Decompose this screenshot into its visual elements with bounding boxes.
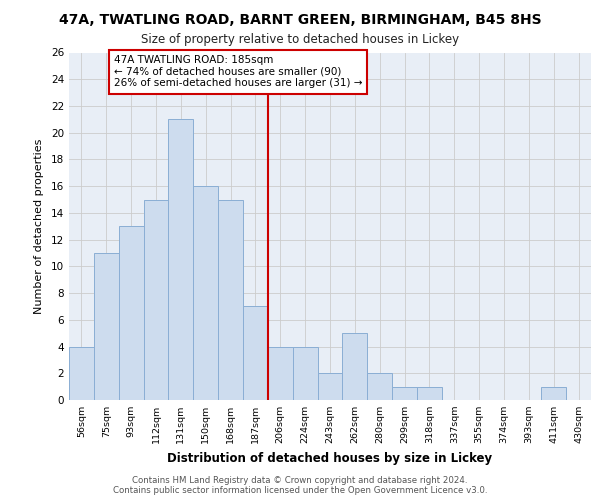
- Bar: [367, 374, 392, 400]
- Bar: [392, 386, 417, 400]
- Text: 47A, TWATLING ROAD, BARNT GREEN, BIRMINGHAM, B45 8HS: 47A, TWATLING ROAD, BARNT GREEN, BIRMING…: [59, 12, 541, 26]
- Bar: [343, 333, 367, 400]
- Bar: [94, 253, 119, 400]
- Bar: [268, 346, 293, 400]
- Bar: [143, 200, 169, 400]
- Y-axis label: Number of detached properties: Number of detached properties: [34, 138, 44, 314]
- Bar: [119, 226, 143, 400]
- Bar: [193, 186, 218, 400]
- Bar: [293, 346, 317, 400]
- Bar: [317, 374, 343, 400]
- Bar: [541, 386, 566, 400]
- Text: Size of property relative to detached houses in Lickey: Size of property relative to detached ho…: [141, 32, 459, 46]
- Bar: [243, 306, 268, 400]
- Text: 47A TWATLING ROAD: 185sqm
← 74% of detached houses are smaller (90)
26% of semi-: 47A TWATLING ROAD: 185sqm ← 74% of detac…: [114, 55, 362, 88]
- Bar: [417, 386, 442, 400]
- Bar: [69, 346, 94, 400]
- Text: Contains HM Land Registry data © Crown copyright and database right 2024.
Contai: Contains HM Land Registry data © Crown c…: [113, 476, 487, 495]
- Bar: [169, 120, 193, 400]
- X-axis label: Distribution of detached houses by size in Lickey: Distribution of detached houses by size …: [167, 452, 493, 464]
- Bar: [218, 200, 243, 400]
